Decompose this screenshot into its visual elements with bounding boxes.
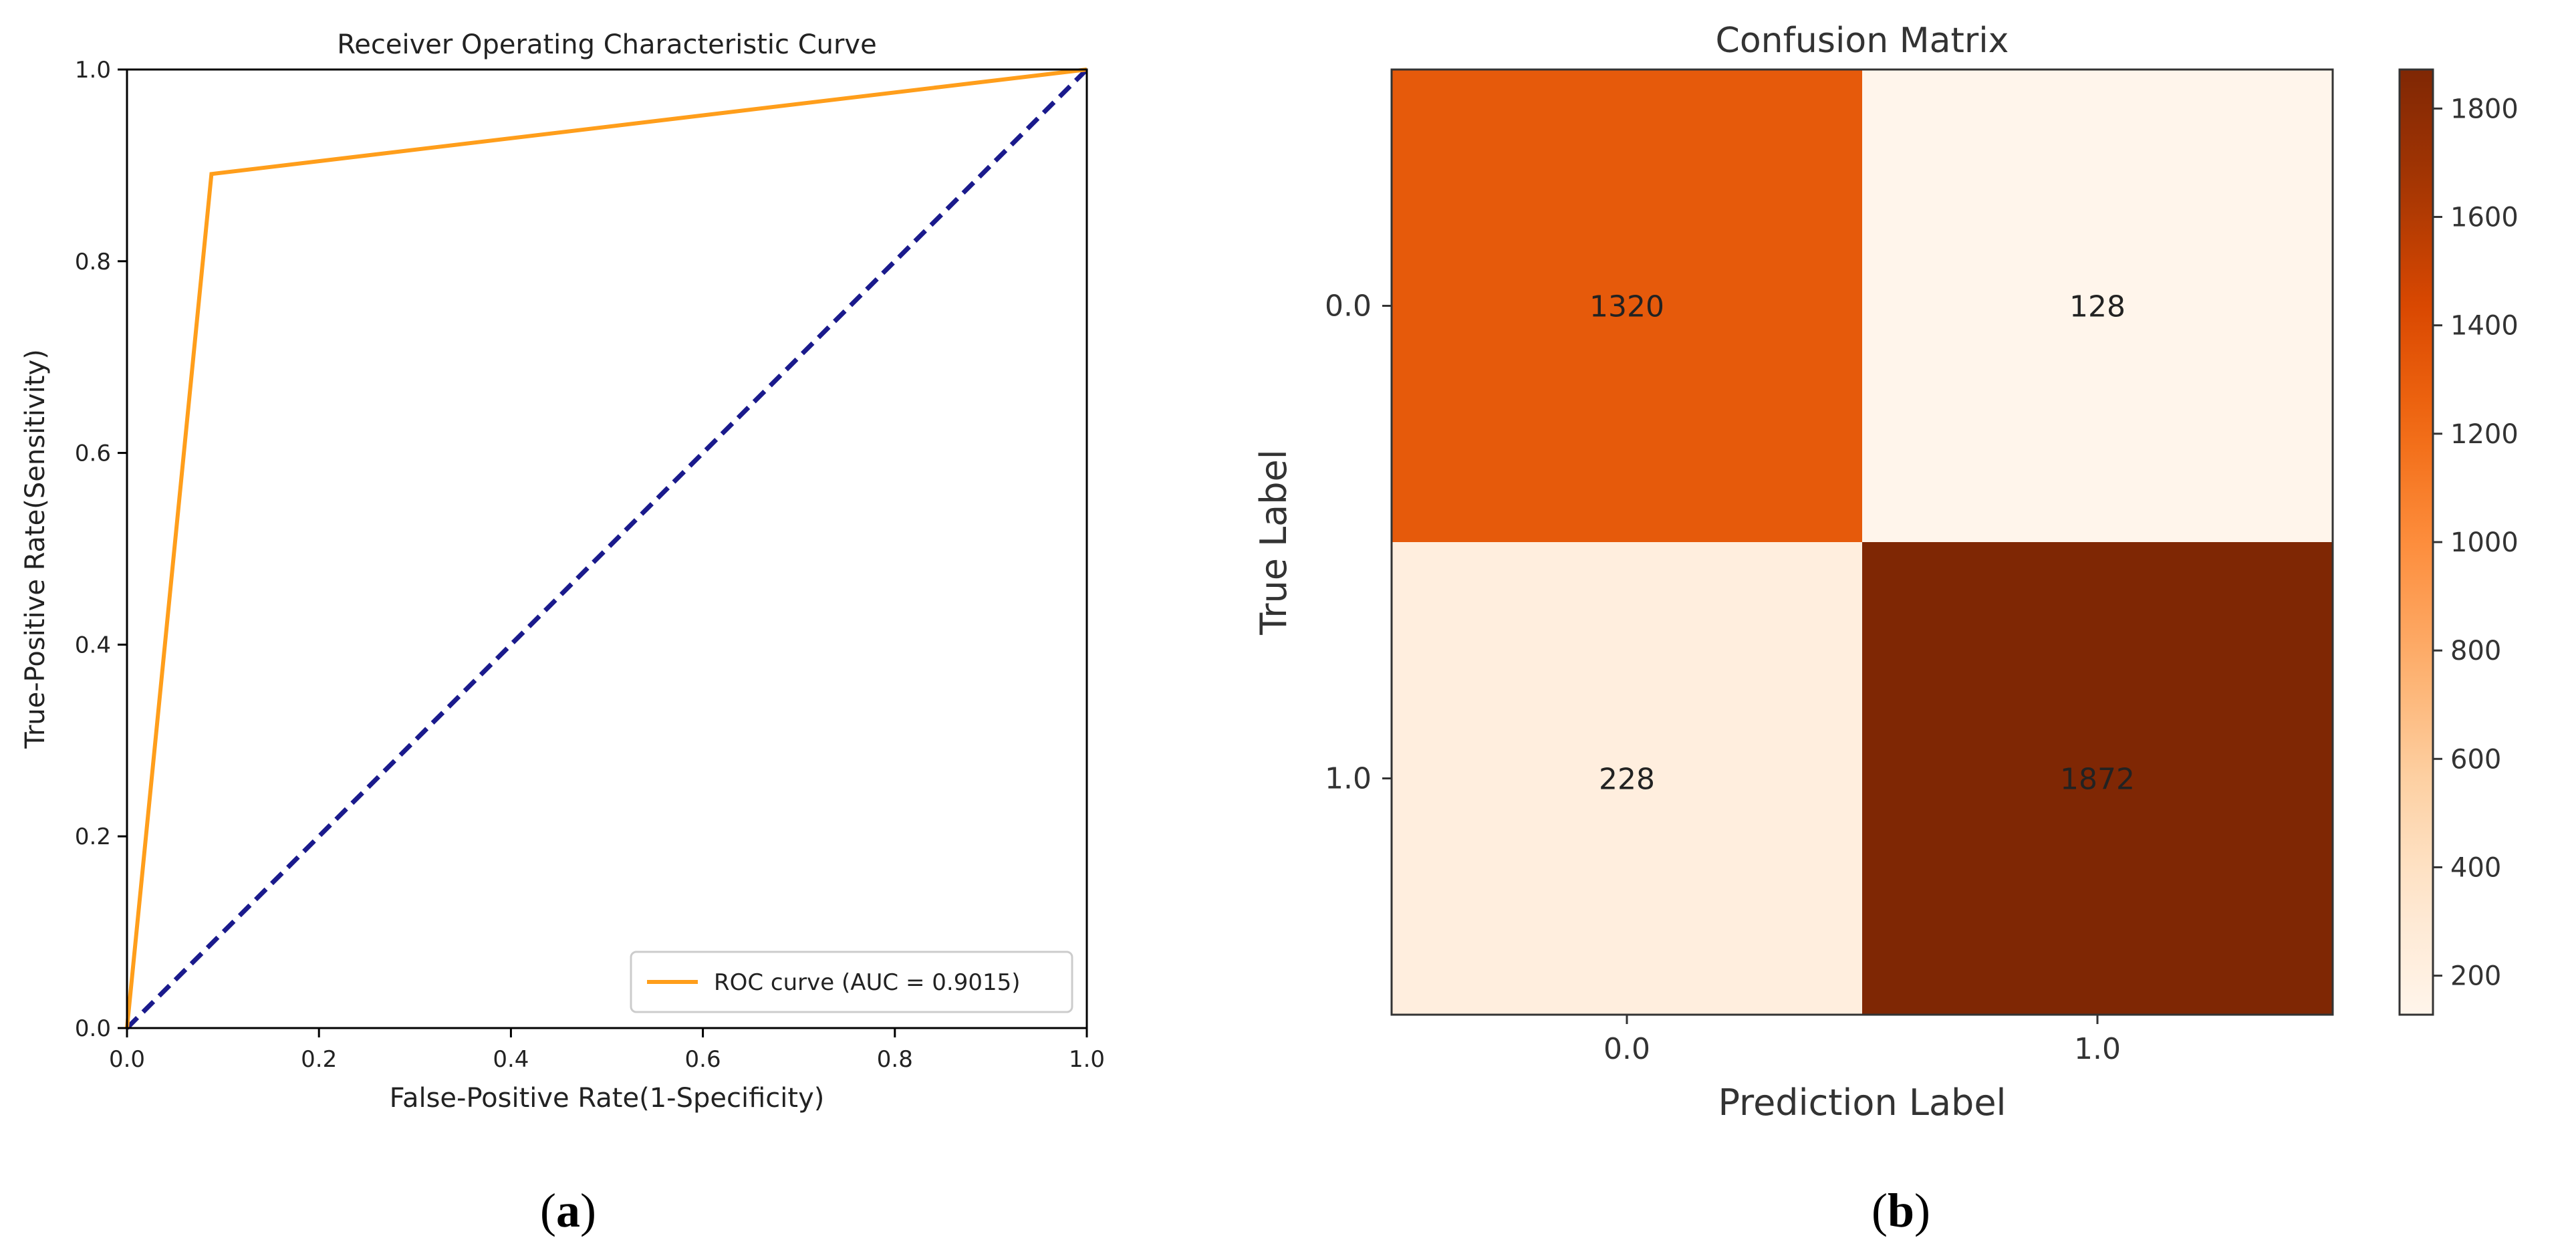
colorbar-tick-label: 600 — [2450, 744, 2501, 775]
colorbar-tick-label: 1800 — [2450, 94, 2519, 124]
y-tick-label: 0.0 — [75, 1015, 111, 1042]
colorbar-tick-label: 1600 — [2450, 203, 2519, 233]
legend-box — [630, 951, 1073, 1013]
matrix-cell — [1862, 542, 2333, 1015]
colorbar-tick-label: 1000 — [2450, 527, 2519, 558]
y-tick-label: 0.4 — [75, 632, 111, 658]
colorbar-tick-label: 1200 — [2450, 419, 2519, 450]
roc-axes-frame — [126, 68, 1088, 1029]
matrix-x-axis-label: Prediction Label — [1718, 1082, 2006, 1124]
legend-label: ROC curve (AUC = 0.9015) — [714, 969, 1021, 996]
y-tick-label: 1.0 — [1325, 762, 1372, 796]
y-tick-label: 0.0 — [1325, 289, 1372, 324]
y-tick-label: 0.8 — [75, 249, 111, 275]
matrix-frame — [1390, 68, 2334, 1016]
roc-y-axis-label: True-Positive Rate(Sensitivity) — [20, 349, 51, 749]
colorbar-tick-label: 800 — [2450, 636, 2501, 666]
y-tick-label: 0.2 — [75, 824, 111, 850]
x-tick-label: 0.0 — [109, 1046, 145, 1073]
matrix-cell — [1392, 70, 1863, 543]
matrix-cell-value: 128 — [2069, 290, 2126, 324]
x-tick-label: 0.8 — [877, 1046, 913, 1073]
roc-x-axis-label: False-Positive Rate(1-Specificity) — [390, 1083, 825, 1114]
x-tick-label: 0.0 — [1603, 1032, 1650, 1066]
matrix-cell-value: 1320 — [1589, 290, 1664, 324]
roc-legend: ROC curve (AUC = 0.9015) — [630, 951, 1073, 1013]
colorbar-tick-label: 400 — [2450, 852, 2501, 883]
roc-curve-line — [125, 68, 1087, 1029]
colorbar: 200 400 600 800 1000 1200 1400 1600 1800 — [2398, 68, 2519, 1016]
matrix-title: Confusion Matrix — [1716, 21, 2009, 61]
roc-chart: 0.0 0.2 0.4 0.6 0.8 1.0 0.0 0.2 0.4 0.6 0.8 1.0 Rece… — [20, 29, 1105, 1114]
y-tick-label: 0.6 — [75, 441, 111, 467]
matrix-cell — [1862, 70, 2333, 543]
x-tick-label: 0.6 — [685, 1046, 721, 1073]
x-tick-label: 1.0 — [1069, 1046, 1105, 1073]
x-tick-label: 1.0 — [2074, 1032, 2121, 1066]
matrix-cell-value: 228 — [1599, 763, 1655, 797]
matrix-cell-value: 1872 — [2060, 763, 2135, 797]
panel-label-b: (b) — [1872, 1184, 1931, 1237]
x-tick-label: 0.2 — [301, 1046, 337, 1073]
confusion-matrix-chart: 1320 128 228 1872 0.0 1.0 0.0 1.0 Confusion Matr… — [1253, 21, 2519, 1124]
matrix-y-axis-label: True Label — [1253, 449, 1295, 636]
roc-title: Receiver Operating Characteristic Curve — [337, 29, 876, 60]
colorbar-tick-label: 200 — [2450, 961, 2501, 992]
x-tick-label: 0.4 — [493, 1046, 529, 1073]
colorbar-tick-label: 1400 — [2450, 311, 2519, 342]
matrix-cell — [1392, 542, 1863, 1015]
y-tick-label: 1.0 — [75, 57, 111, 84]
colorbar-bar — [2398, 68, 2434, 1016]
chance-diagonal-line — [125, 68, 1089, 1030]
panel-label-a: (a) — [540, 1184, 596, 1237]
